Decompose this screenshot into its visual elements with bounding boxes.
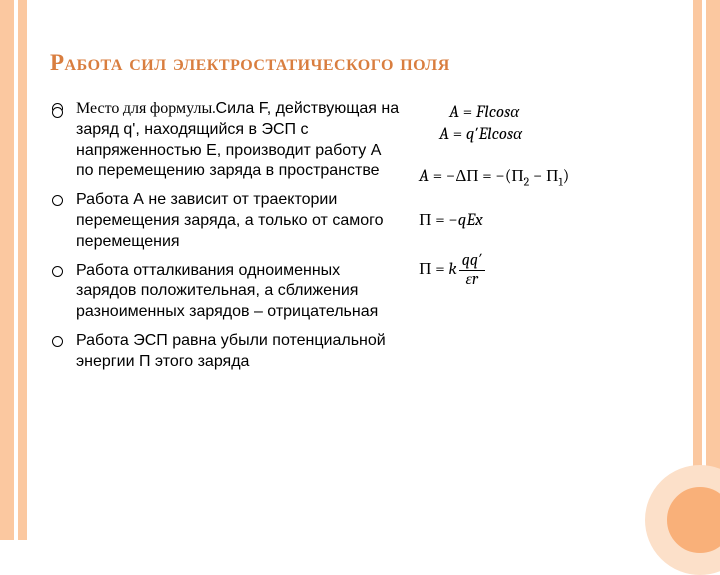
slide-title: Работа сил электростатического поля	[50, 50, 670, 76]
decor-stripe-left-inner	[18, 0, 27, 540]
formula-work-potential-diff: A = −ΔП = −(П2 − П1)	[419, 166, 670, 188]
decor-stripe-left-outer	[0, 0, 14, 540]
bullet-text: Место для формулы.Сила F, действующая на…	[76, 98, 401, 182]
formulas-column: A = Flcosα A = q′Elcosα A = −ΔП = −(П2 −…	[419, 98, 670, 381]
formula-group-2: A = −ΔП = −(П2 − П1)	[419, 166, 670, 188]
bullet-text: Работа отталкивания одноименных зарядов …	[76, 261, 401, 323]
formula-group-1: A = Flcosα A = q′Elcosα	[419, 102, 670, 144]
bullets-column: Место для формулы.Сила F, действующая на…	[50, 98, 401, 381]
formula-potential-linear: П = −qEx	[419, 210, 670, 230]
slide-content: Работа сил электростатического поля Мест…	[50, 50, 670, 520]
bullet-text: Работа ЭСП равна убыли потенциальной эне…	[76, 331, 401, 373]
formula-group-4: П = kqq′εr	[419, 252, 670, 289]
bullet-item: Место для формулы.Сила F, действующая на…	[50, 98, 401, 182]
bullet-item: Работа отталкивания одноименных зарядов …	[50, 261, 401, 323]
bullet-marker-icon	[50, 100, 68, 118]
bullet-marker-icon	[50, 192, 68, 210]
decor-stripe-right-inner	[693, 0, 702, 540]
formula-work-charge: A = q′Elcosα	[419, 124, 670, 144]
decor-stripe-right-outer	[706, 0, 720, 540]
formula-placeholder-text: Место для формулы.	[76, 99, 216, 117]
formula-potential-coulomb: П = kqq′εr	[419, 252, 670, 289]
bullet-marker-icon	[50, 333, 68, 351]
bullet-text: Работа А не зависит от траектории переме…	[76, 190, 401, 252]
formula-work-force: A = Flcosα	[419, 102, 670, 122]
two-column-layout: Место для формулы.Сила F, действующая на…	[50, 98, 670, 381]
bullet-item: Работа ЭСП равна убыли потенциальной эне…	[50, 331, 401, 373]
formula-group-3: П = −qEx	[419, 210, 670, 230]
bullet-marker-icon	[50, 263, 68, 281]
bullet-item: Работа А не зависит от траектории переме…	[50, 190, 401, 252]
